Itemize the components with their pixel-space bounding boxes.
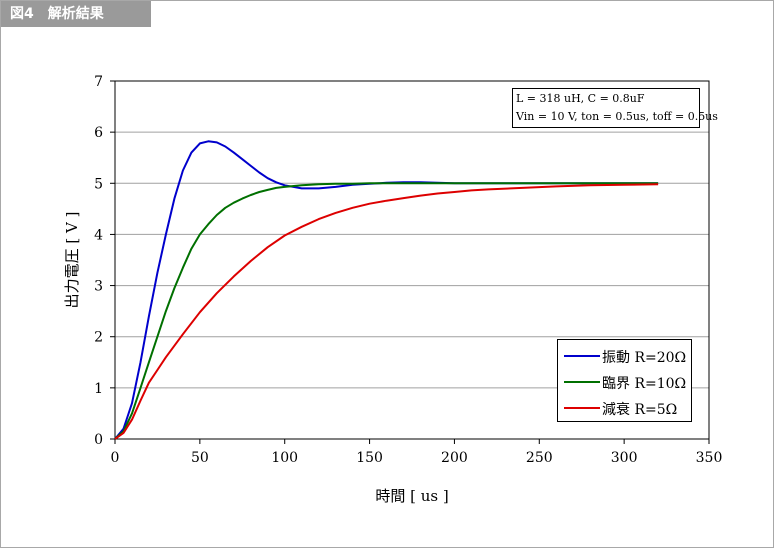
x-tick-label-2: 100: [271, 450, 298, 466]
legend-item-1: 臨界 R=10Ω: [564, 370, 690, 394]
y-tick-label-7: 7: [94, 74, 103, 90]
legend-line-2: [564, 407, 600, 409]
legend-item-2: 減衰 R=5Ω: [564, 396, 690, 420]
x-tick-label-4: 200: [441, 450, 468, 466]
legend-label-1: 臨界 R=10Ω: [602, 376, 687, 392]
y-tick-label-0: 0: [94, 432, 103, 448]
x-axis-label: 時間 [ us ]: [375, 487, 448, 505]
y-tick-label-6: 6: [94, 125, 103, 141]
parameter-line-1: L = 318 uH, C = 0.8uF: [516, 92, 645, 105]
y-axis-label: 出力電圧 [ V ]: [63, 212, 81, 309]
legend-line-0: [564, 355, 600, 357]
figure-label: 図4 解析結果: [1, 1, 151, 27]
legend-label-2: 減衰 R=5Ω: [602, 402, 678, 418]
legend: 振動 R=20Ω 臨界 R=10Ω 減衰 R=5Ω: [557, 339, 692, 422]
y-tick-label-3: 3: [94, 279, 103, 295]
y-tick-label-4: 4: [94, 227, 103, 243]
series-line-2: [114, 183, 659, 440]
legend-item-0: 振動 R=20Ω: [564, 344, 690, 368]
y-tick-label-1: 1: [94, 381, 103, 397]
y-tick-label-5: 5: [94, 176, 103, 192]
legend-line-1: [564, 381, 600, 383]
x-tick-label-5: 250: [526, 450, 553, 466]
x-tick-label-0: 0: [111, 450, 120, 466]
plot-border: [114, 80, 710, 440]
x-tick-label-3: 150: [356, 450, 383, 466]
parameter-box: L = 318 uH, C = 0.8uF Vin = 10 V, ton = …: [512, 88, 718, 128]
x-tick-label-1: 50: [191, 450, 209, 466]
legend-label-0: 振動 R=20Ω: [602, 350, 687, 366]
x-tick-label-7: 350: [696, 450, 723, 466]
series-line-1: [114, 182, 659, 440]
y-tick-label-2: 2: [94, 330, 103, 346]
parameter-line-2: Vin = 10 V, ton = 0.5us, toff = 0.5us: [516, 110, 718, 123]
x-tick-label-6: 300: [611, 450, 638, 466]
